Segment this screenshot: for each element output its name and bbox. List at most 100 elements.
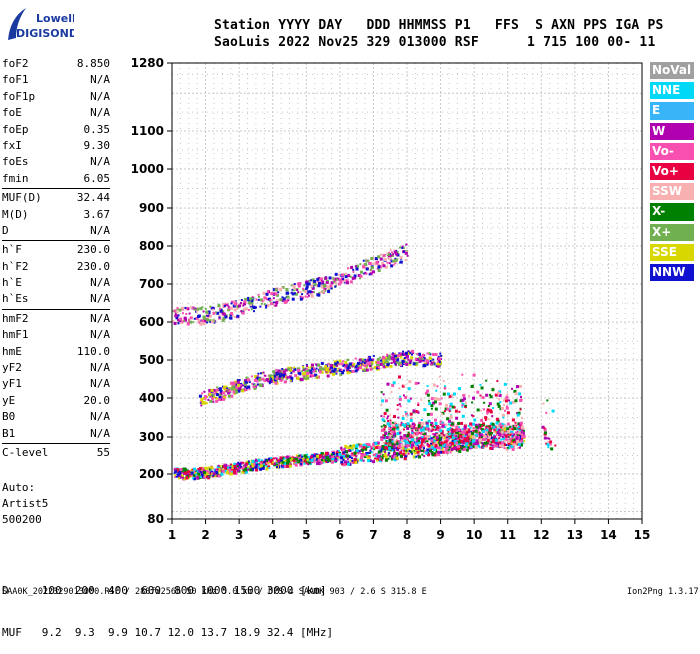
echo-point <box>498 433 502 437</box>
echo-point <box>470 446 473 449</box>
echo-point <box>370 451 373 454</box>
program-version: Ion2Png 1.3.17 <box>627 587 699 597</box>
echo-point <box>386 354 389 357</box>
echo-point <box>306 295 309 298</box>
echo-point <box>421 436 424 439</box>
echo-point <box>448 408 452 412</box>
echo-point <box>407 431 410 434</box>
param-value: N/A <box>90 106 110 120</box>
y-tick-label: 1000 <box>131 162 164 176</box>
echo-point <box>375 261 379 265</box>
echo-point <box>340 446 343 449</box>
echo-point <box>450 427 454 431</box>
echo-point <box>193 467 197 471</box>
echo-point <box>188 318 191 321</box>
echo-point <box>478 432 481 435</box>
echo-point <box>284 464 288 468</box>
echo-point <box>498 398 501 401</box>
echo-point <box>263 374 266 377</box>
echo-point <box>506 405 509 408</box>
echo-point <box>371 266 375 270</box>
echo-point <box>440 397 443 400</box>
echo-point <box>488 402 492 406</box>
echo-point <box>316 280 319 283</box>
echo-point <box>398 403 401 406</box>
echo-point <box>323 288 327 292</box>
echo-point <box>480 386 484 390</box>
echo-point <box>282 376 285 379</box>
echo-point <box>387 453 390 456</box>
echo-point <box>311 363 315 367</box>
echo-point <box>188 320 191 323</box>
echo-point <box>554 444 557 447</box>
echo-point <box>340 362 344 366</box>
echo-point <box>360 456 364 460</box>
echo-point <box>418 455 422 459</box>
echo-point <box>430 442 433 445</box>
echo-point <box>466 428 469 431</box>
echo-point <box>485 426 489 430</box>
echo-point <box>293 461 296 464</box>
echo-point <box>445 450 449 454</box>
echo-point <box>494 438 498 442</box>
param-value: 32.44 <box>76 191 110 205</box>
echo-point <box>450 447 454 451</box>
echo-point <box>290 284 293 287</box>
echo-point <box>407 350 410 353</box>
echo-point <box>227 391 231 395</box>
echo-point <box>270 458 274 462</box>
echo-point <box>212 388 216 392</box>
echo-point <box>507 441 511 445</box>
echo-point <box>340 460 344 464</box>
echo-point <box>411 443 415 447</box>
echo-point <box>409 412 413 416</box>
echo-point <box>438 402 442 406</box>
echo-point <box>426 443 429 446</box>
echo-point <box>408 450 411 453</box>
echo-point <box>390 458 393 461</box>
echo-point <box>238 465 242 469</box>
echo-point <box>176 473 179 476</box>
echo-point <box>240 385 243 388</box>
echo-point <box>321 290 325 294</box>
echo-point <box>409 441 413 445</box>
echo-point <box>513 427 517 431</box>
echo-point <box>546 399 549 402</box>
echo-point <box>433 452 436 455</box>
echo-point <box>411 431 414 434</box>
echo-point <box>396 404 399 407</box>
echo-point <box>263 379 267 383</box>
echo-point <box>255 468 259 472</box>
echo-point <box>464 439 468 443</box>
echo-point <box>208 319 212 323</box>
echo-point <box>202 469 205 472</box>
echo-point <box>291 288 294 291</box>
echo-point <box>313 452 316 455</box>
echo-point <box>485 445 488 448</box>
echo-point <box>455 416 459 420</box>
echo-point <box>247 460 250 463</box>
echo-point <box>355 264 359 268</box>
echo-point <box>246 377 249 380</box>
echo-point <box>390 434 393 437</box>
echo-point <box>391 426 394 429</box>
echo-point <box>189 475 192 478</box>
echo-point <box>242 461 245 464</box>
echo-point <box>329 454 333 458</box>
echo-point <box>330 364 334 368</box>
echo-point <box>464 404 467 407</box>
echo-point <box>186 469 189 472</box>
echo-point <box>464 432 468 436</box>
echo-point <box>419 357 422 360</box>
echo-point <box>496 425 500 429</box>
y-tick-label: 500 <box>139 353 164 367</box>
echo-point <box>347 462 351 466</box>
echo-point <box>409 359 413 363</box>
echo-point <box>266 459 269 462</box>
echo-point <box>386 353 389 356</box>
echo-point <box>520 428 524 432</box>
echo-point <box>265 465 268 468</box>
x-tick-label: 15 <box>634 528 651 542</box>
echo-point <box>176 311 179 314</box>
echo-point <box>404 251 408 255</box>
